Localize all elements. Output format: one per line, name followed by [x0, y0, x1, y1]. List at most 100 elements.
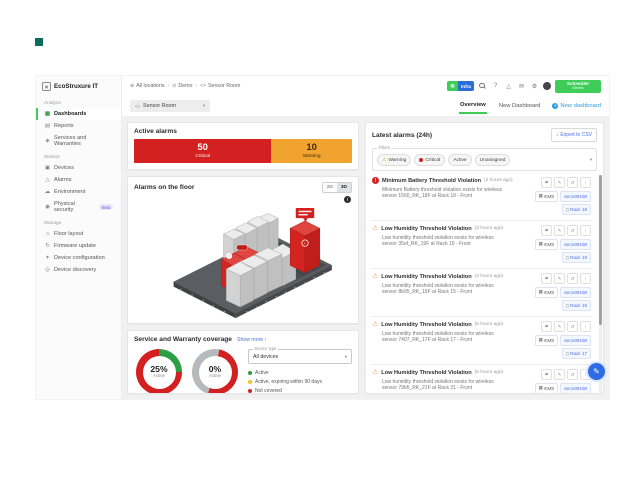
rack-link-chip[interactable]: ▯ Rack 19 [562, 252, 591, 263]
device-type-chip[interactable]: ▦ EMS [534, 334, 559, 346]
bookmark-icon[interactable]: ⚑ [541, 225, 552, 236]
sidebar-item-devices[interactable]: Devices [36, 162, 121, 174]
sidebar-item-label: Services and Warranties [54, 135, 87, 147]
sensor-link-chip[interactable]: sen190108 [560, 190, 591, 202]
filter-chip-active[interactable]: Active [448, 154, 472, 166]
scrollbar-thumb[interactable] [599, 175, 602, 325]
more-icon[interactable]: ⋮ [580, 321, 591, 332]
bookmark-icon[interactable]: ⚑ [541, 321, 552, 332]
sensor-link-chip[interactable]: sen190108 [560, 382, 591, 393]
more-icon[interactable]: ⋮ [580, 225, 591, 236]
sidebar-item-services-and-warranties[interactable]: Services and Warranties [36, 132, 121, 150]
latest-alarms-card: Latest alarms (24h) ↓ Export to CSV Filt… [365, 122, 604, 394]
floor-view-toggle: 2D 3D [321, 182, 352, 193]
device-type-chip[interactable]: ▦ EMS [534, 238, 559, 250]
show-more-label: Show more [236, 336, 264, 343]
sidebar-item-label: Device discovery [54, 267, 97, 273]
breadcrumb-demo[interactable]: ⊙ Demo [172, 83, 192, 89]
info-icon[interactable]: i [344, 196, 351, 203]
feedback-fab-button[interactable]: ✎ [586, 361, 607, 382]
sensor-link-chip[interactable]: sen190108 [560, 334, 591, 346]
toggle-3d-button[interactable]: 3D [336, 183, 351, 192]
collapse-sidebar-icon[interactable]: ▣ [42, 82, 51, 91]
new-dashboard-label: New dashboard [560, 103, 601, 109]
filter-chip-unassigned[interactable]: Unassigned [474, 154, 511, 166]
breadcrumb-sensor-room[interactable]: <> Sensor Room [200, 83, 240, 89]
edit-icon[interactable]: ✎ [554, 225, 565, 236]
warning-alarms-segment[interactable]: 10 Warning [271, 139, 352, 163]
warning-icon: ⚠ [372, 225, 379, 232]
device-type-chip[interactable]: ▦ EMS [534, 286, 559, 298]
sensor-link-chip[interactable]: sen190108 [560, 238, 591, 250]
breadcrumb: ⊕ All locations › ⊙ Demo › <> Sensor Roo… [130, 83, 240, 89]
scrollbar-track[interactable] [599, 175, 602, 393]
chip-label: Rack 17 [570, 351, 587, 356]
device-type-chip[interactable]: ▦ EMS [534, 382, 559, 393]
breadcrumb-label: Demo [178, 83, 193, 89]
snooze-icon[interactable]: ↺ [567, 369, 578, 380]
rack-link-chip[interactable]: ▯ Rack 17 [562, 348, 591, 359]
more-icon[interactable]: ⋮ [580, 177, 591, 188]
filter-chip-warning[interactable]: ⚠ Warning [377, 154, 412, 166]
show-more-link[interactable]: Show more › [236, 336, 267, 343]
avatar[interactable] [543, 82, 551, 90]
bookmark-icon[interactable]: ⚑ [541, 273, 552, 284]
room-selector[interactable]: <> Sensor Room ▾ [130, 100, 210, 112]
snooze-icon[interactable]: ↺ [567, 273, 578, 284]
grid-icon: ▦ [538, 289, 543, 294]
breadcrumb-all-locations[interactable]: ⊕ All locations [130, 83, 164, 89]
settings-icon[interactable]: ⚙ [531, 83, 538, 90]
sidebar-item-device-configuration[interactable]: Device configuration [36, 252, 121, 264]
sensor-link-chip[interactable]: sen190108 [560, 286, 591, 298]
floor-3d-view[interactable]: ! [134, 195, 352, 319]
bookmark-icon[interactable]: ⚑ [541, 369, 552, 380]
sidebar-item-reports[interactable]: Reports [36, 120, 121, 132]
it-app-icon: ▦ [447, 81, 459, 91]
device-type-chip[interactable]: ▦ EMS [534, 190, 559, 202]
grid-icon: ▦ [538, 241, 543, 246]
export-csv-button[interactable]: ↓ Export to CSV [550, 128, 597, 142]
alarm-row[interactable]: ⚠ Low Humidity Threshold Violation (3 ho… [372, 220, 591, 268]
product-switcher[interactable]: ▦ Infra [447, 81, 474, 91]
new-dashboard-button[interactable]: + New dashboard [552, 103, 601, 109]
tab-new-dashboard[interactable]: New Dashboard [498, 103, 541, 109]
snooze-icon[interactable]: ↺ [567, 177, 578, 188]
alarms-icon [44, 177, 51, 183]
edit-icon[interactable]: ✎ [554, 177, 565, 188]
sidebar-item-dashboards[interactable]: Dashboards [36, 108, 121, 120]
snooze-icon[interactable]: ↺ [567, 321, 578, 332]
toggle-2d-button[interactable]: 2D [322, 183, 337, 192]
chevron-down-icon[interactable]: ▾ [589, 157, 592, 162]
filter-chip-critical[interactable]: Critical [414, 154, 446, 166]
tab-overview[interactable]: Overview [459, 98, 487, 114]
sidebar-item-environment[interactable]: Environment [36, 186, 121, 198]
rack-link-chip[interactable]: ▯ Rack 18 [562, 204, 591, 215]
more-icon[interactable]: ⋮ [580, 273, 591, 284]
edit-icon[interactable]: ✎ [554, 369, 565, 380]
alarm-row[interactable]: ⚠ Low Humidity Threshold Violation (5 ho… [372, 316, 591, 364]
edit-icon[interactable]: ✎ [554, 273, 565, 284]
device-type-select[interactable]: Device type All devices ▾ [248, 346, 352, 364]
sidebar-item-physical-security[interactable]: Physical security Beta [36, 198, 121, 216]
sidebar-item-floor-layout[interactable]: Floor layout [36, 228, 121, 240]
active-alarms-title: Active alarms [134, 128, 177, 135]
alarm-description: Low humidity threshold violation exists … [382, 330, 494, 344]
feedback-icon[interactable]: ✉ [518, 83, 525, 90]
edit-icon[interactable]: ✎ [554, 321, 565, 332]
bell-icon[interactable]: △ [506, 83, 511, 90]
rack-link-chip[interactable]: ▯ Rack 15 [562, 300, 591, 311]
alarm-row[interactable]: ! Minimum Battery Threshold Violation (2… [372, 173, 591, 220]
sidebar-item-device-discovery[interactable]: Device discovery [36, 264, 121, 276]
rack-icon: ▯ [566, 254, 569, 260]
search-icon[interactable] [478, 82, 487, 91]
left-column: Active alarms 50 Critical 10 Warning [127, 122, 359, 394]
snooze-icon[interactable]: ↺ [567, 225, 578, 236]
sidebar-item-alarms[interactable]: Alarms [36, 174, 121, 186]
alarm-row[interactable]: ⚠ Low Humidity Threshold Violation (5 ho… [372, 364, 591, 393]
alarm-row[interactable]: ⚠ Low Humidity Threshold Violation (4 ho… [372, 268, 591, 316]
sidebar-item-firmware-update[interactable]: Firmware update [36, 240, 121, 252]
bookmark-icon[interactable]: ⚑ [541, 177, 552, 188]
sidebar-section-monitor: Monitor [44, 155, 60, 160]
help-icon[interactable]: ? [493, 83, 498, 89]
critical-alarms-segment[interactable]: 50 Critical [134, 139, 272, 163]
